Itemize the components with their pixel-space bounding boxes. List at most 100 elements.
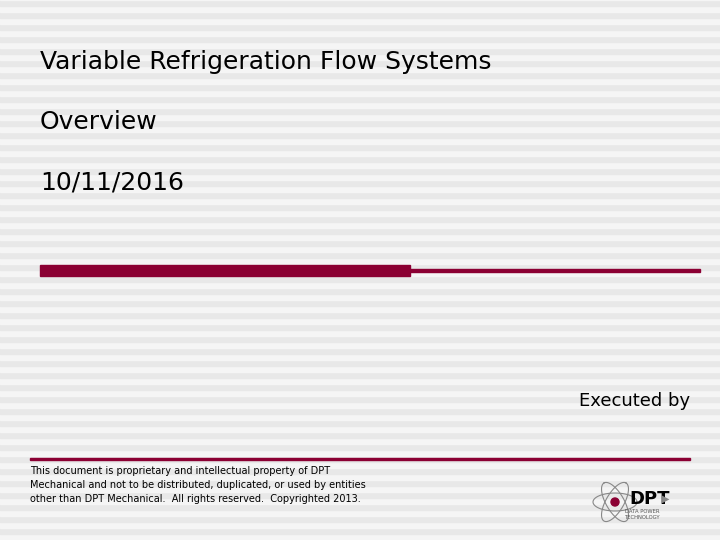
Bar xyxy=(0,168,720,174)
Bar xyxy=(0,48,720,54)
Bar xyxy=(0,246,720,252)
Bar xyxy=(0,270,720,276)
Text: DPT: DPT xyxy=(629,490,670,508)
Bar xyxy=(0,528,720,534)
Bar xyxy=(0,318,720,324)
Bar xyxy=(0,312,720,318)
Bar xyxy=(0,0,720,6)
Bar xyxy=(0,156,720,162)
Bar xyxy=(0,450,720,456)
Bar xyxy=(0,240,720,246)
Bar xyxy=(0,306,720,312)
Bar xyxy=(0,18,720,24)
Bar xyxy=(0,372,720,378)
Bar xyxy=(0,516,720,522)
Bar xyxy=(0,444,720,450)
Bar xyxy=(0,288,720,294)
Bar xyxy=(0,324,720,330)
Bar xyxy=(0,534,720,540)
Text: Overview: Overview xyxy=(40,110,158,134)
Bar xyxy=(0,66,720,72)
Bar xyxy=(0,186,720,192)
Bar xyxy=(0,300,720,306)
Bar xyxy=(0,6,720,12)
Bar xyxy=(0,138,720,144)
Bar xyxy=(0,414,720,420)
Bar xyxy=(0,72,720,78)
Bar xyxy=(0,204,720,210)
Bar xyxy=(0,456,720,462)
Bar xyxy=(0,348,720,354)
Bar xyxy=(0,132,720,138)
Bar xyxy=(0,192,720,198)
Text: ▶: ▶ xyxy=(662,494,670,504)
Bar xyxy=(0,42,720,48)
Bar xyxy=(0,354,720,360)
Bar xyxy=(0,498,720,504)
Bar xyxy=(0,480,720,486)
Bar xyxy=(0,282,720,288)
Bar xyxy=(0,396,720,402)
Bar xyxy=(0,330,720,336)
Bar xyxy=(0,222,720,228)
Bar xyxy=(0,432,720,438)
Bar xyxy=(0,390,720,396)
Bar xyxy=(0,462,720,468)
Bar xyxy=(0,336,720,342)
Bar xyxy=(0,468,720,474)
Bar xyxy=(0,264,720,270)
Bar xyxy=(30,458,690,460)
Bar xyxy=(0,438,720,444)
Bar xyxy=(0,144,720,150)
Bar xyxy=(0,228,720,234)
Bar xyxy=(0,486,720,492)
Bar xyxy=(0,252,720,258)
Bar xyxy=(0,408,720,414)
Bar xyxy=(0,360,720,366)
Bar xyxy=(0,60,720,66)
Bar xyxy=(0,12,720,18)
Bar xyxy=(0,102,720,108)
Bar xyxy=(0,402,720,408)
Bar xyxy=(0,90,720,96)
Bar xyxy=(0,276,720,282)
Circle shape xyxy=(611,498,619,506)
Bar xyxy=(0,96,720,102)
Bar xyxy=(0,420,720,426)
Bar xyxy=(0,342,720,348)
Bar xyxy=(0,198,720,204)
Bar xyxy=(0,54,720,60)
Bar xyxy=(410,269,700,272)
Bar xyxy=(0,366,720,372)
Bar xyxy=(0,126,720,132)
Bar xyxy=(0,234,720,240)
Bar xyxy=(0,492,720,498)
Bar xyxy=(0,174,720,180)
Bar xyxy=(0,510,720,516)
Bar xyxy=(0,120,720,126)
Bar xyxy=(0,210,720,216)
Bar xyxy=(0,150,720,156)
Bar xyxy=(0,24,720,30)
Bar xyxy=(0,504,720,510)
Bar xyxy=(0,384,720,390)
Bar xyxy=(0,84,720,90)
Text: 10/11/2016: 10/11/2016 xyxy=(40,170,184,194)
Bar xyxy=(40,265,410,276)
Bar xyxy=(0,426,720,432)
Bar xyxy=(0,474,720,480)
Bar xyxy=(0,108,720,114)
Bar xyxy=(0,258,720,264)
Bar xyxy=(0,78,720,84)
Text: This document is proprietary and intellectual property of DPT
Mechanical and not: This document is proprietary and intelle… xyxy=(30,466,366,504)
Bar xyxy=(0,378,720,384)
Text: Executed by: Executed by xyxy=(579,392,690,410)
Bar xyxy=(0,36,720,42)
Bar xyxy=(0,294,720,300)
Text: Variable Refrigeration Flow Systems: Variable Refrigeration Flow Systems xyxy=(40,50,492,74)
Bar xyxy=(0,216,720,222)
Bar xyxy=(0,30,720,36)
Bar xyxy=(0,114,720,120)
Text: DATA POWER
TECHNOLOGY: DATA POWER TECHNOLOGY xyxy=(625,509,661,520)
Bar xyxy=(0,162,720,168)
